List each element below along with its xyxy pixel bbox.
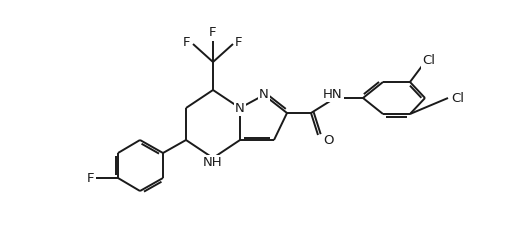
Text: Cl: Cl bbox=[452, 91, 464, 104]
Text: F: F bbox=[86, 172, 94, 184]
Text: F: F bbox=[209, 26, 217, 40]
Text: N: N bbox=[259, 89, 269, 101]
Text: N: N bbox=[235, 101, 245, 114]
Text: F: F bbox=[183, 35, 190, 49]
Text: NH: NH bbox=[203, 157, 223, 169]
Text: Cl: Cl bbox=[423, 55, 435, 68]
Text: O: O bbox=[323, 134, 333, 148]
Text: F: F bbox=[235, 35, 243, 49]
Text: HN: HN bbox=[323, 88, 343, 100]
